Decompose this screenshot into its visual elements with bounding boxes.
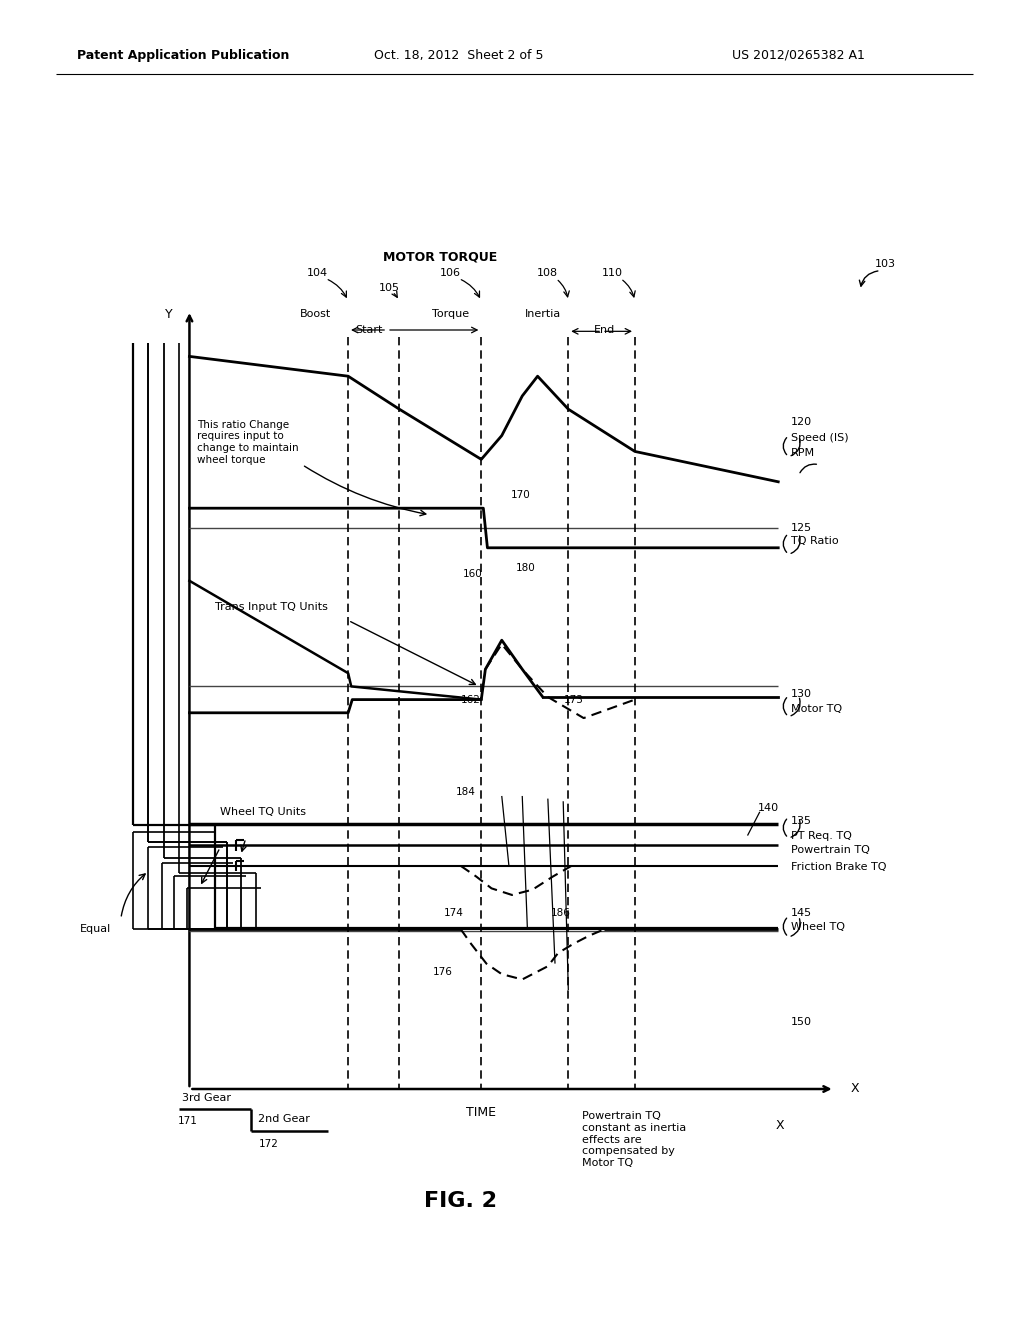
Text: 160: 160 <box>463 569 483 579</box>
Text: 170: 170 <box>510 490 530 500</box>
Text: 135: 135 <box>791 816 812 826</box>
Text: 162: 162 <box>461 694 481 705</box>
Text: Torque: Torque <box>432 309 469 319</box>
Text: This ratio Change
requires input to
change to maintain
wheel torque: This ratio Change requires input to chan… <box>197 420 298 465</box>
Text: FIG. 2: FIG. 2 <box>424 1191 498 1212</box>
Text: Motor TQ: Motor TQ <box>791 704 842 714</box>
Text: 104: 104 <box>307 268 328 279</box>
Text: Equal: Equal <box>80 924 112 935</box>
Text: MOTOR TORQUE: MOTOR TORQUE <box>383 251 498 264</box>
Text: Friction Brake TQ: Friction Brake TQ <box>791 862 886 873</box>
Text: 106: 106 <box>440 268 461 279</box>
Text: 103: 103 <box>876 259 896 269</box>
Text: 105: 105 <box>379 282 399 293</box>
Text: 186: 186 <box>551 908 571 919</box>
Text: Oct. 18, 2012  Sheet 2 of 5: Oct. 18, 2012 Sheet 2 of 5 <box>374 49 544 62</box>
Text: Trans Input TQ Units: Trans Input TQ Units <box>215 602 328 612</box>
Text: Inertia: Inertia <box>524 309 561 319</box>
Text: X: X <box>851 1082 859 1096</box>
Text: Patent Application Publication: Patent Application Publication <box>77 49 289 62</box>
Text: TQ Ratio: TQ Ratio <box>791 536 839 546</box>
Text: RPM: RPM <box>791 447 815 458</box>
Text: 180: 180 <box>515 562 536 573</box>
Text: 130: 130 <box>791 689 812 700</box>
Text: X: X <box>776 1119 784 1133</box>
Text: 140: 140 <box>758 803 779 813</box>
Text: 2nd Gear: 2nd Gear <box>258 1114 310 1125</box>
Text: 120: 120 <box>791 417 812 428</box>
Text: US 2012/0265382 A1: US 2012/0265382 A1 <box>732 49 865 62</box>
Text: Wheel TQ: Wheel TQ <box>791 921 845 932</box>
Text: 171: 171 <box>177 1115 198 1126</box>
Text: Powertrain TQ
constant as inertia
effects are
compensated by
Motor TQ: Powertrain TQ constant as inertia effect… <box>582 1111 686 1168</box>
Text: 3rd Gear: 3rd Gear <box>182 1093 231 1104</box>
Text: Boost: Boost <box>300 309 331 319</box>
Text: 172: 172 <box>258 1139 279 1150</box>
Text: 150: 150 <box>791 1016 812 1027</box>
Text: End: End <box>594 325 614 335</box>
Text: 145: 145 <box>791 908 812 919</box>
Text: 108: 108 <box>538 268 558 279</box>
Text: Speed (IS): Speed (IS) <box>791 433 848 444</box>
Text: Start: Start <box>355 325 382 335</box>
Text: 176: 176 <box>432 966 453 977</box>
Text: Y: Y <box>165 308 173 321</box>
Text: PT Req. TQ: PT Req. TQ <box>791 830 851 841</box>
Text: TIME: TIME <box>466 1106 497 1119</box>
Text: 184: 184 <box>456 787 476 797</box>
Text: 110: 110 <box>602 268 623 279</box>
Text: Wheel TQ Units: Wheel TQ Units <box>220 807 306 817</box>
Text: 174: 174 <box>443 908 464 919</box>
Text: 125: 125 <box>791 523 812 533</box>
Text: Powertrain TQ: Powertrain TQ <box>791 845 869 855</box>
Text: 173: 173 <box>563 694 584 705</box>
